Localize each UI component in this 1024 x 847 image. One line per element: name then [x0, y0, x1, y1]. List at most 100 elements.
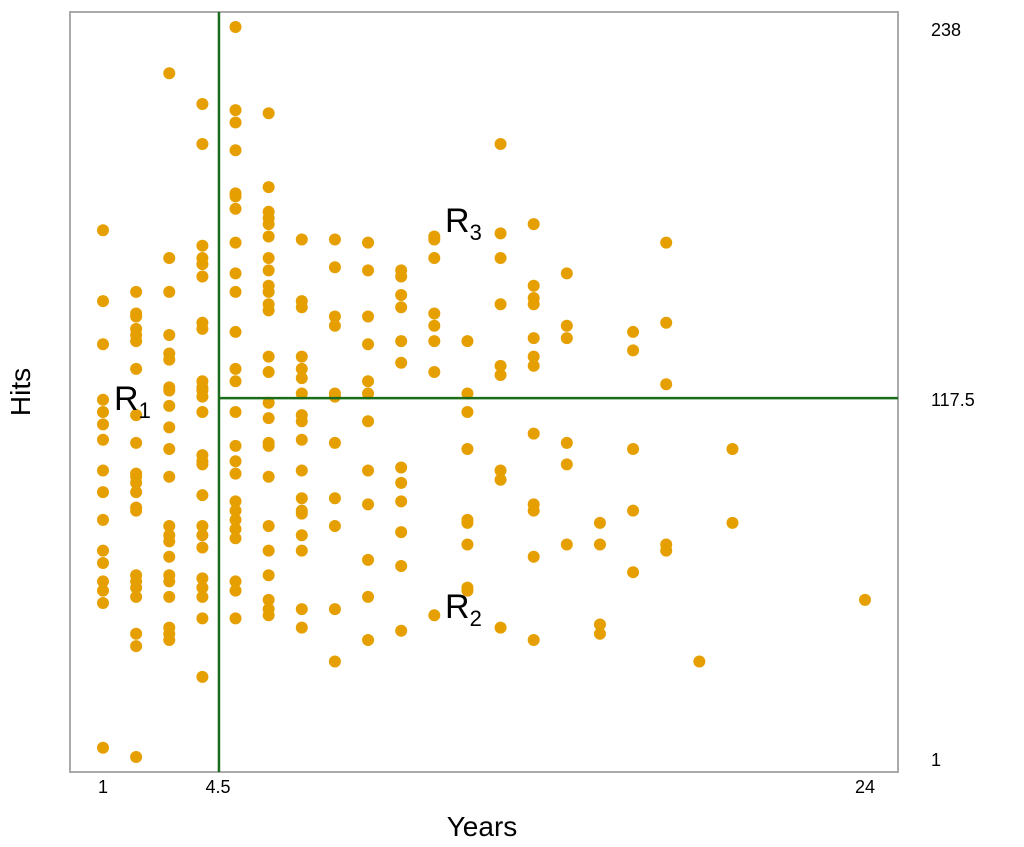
data-point: [130, 476, 143, 489]
data-point: [362, 264, 375, 277]
data-point: [262, 181, 275, 194]
data-point: [494, 298, 507, 311]
data-point: [560, 458, 573, 471]
data-point: [229, 532, 242, 545]
data-point: [196, 590, 209, 603]
data-point: [395, 301, 408, 314]
data-point: [262, 593, 275, 606]
data-point: [295, 387, 308, 400]
region-label-r1: R1: [114, 380, 151, 423]
data-point: [328, 233, 341, 246]
data-point: [163, 633, 176, 646]
data-point: [295, 433, 308, 446]
data-point: [130, 590, 143, 603]
data-point: [461, 387, 474, 400]
data-point: [295, 507, 308, 520]
data-point: [130, 436, 143, 449]
data-point: [130, 751, 143, 763]
data-point: [163, 252, 176, 265]
data-point: [262, 264, 275, 277]
data-point: [461, 584, 474, 597]
data-point: [97, 295, 109, 308]
region-label-r2: R2: [445, 588, 482, 631]
data-point: [163, 67, 176, 80]
data-point: [97, 486, 109, 499]
data-point: [328, 603, 341, 616]
data-point: [262, 304, 275, 317]
data-point: [627, 325, 640, 338]
x-tick-label: 24: [855, 777, 875, 797]
data-point: [461, 538, 474, 551]
data-point: [328, 319, 341, 332]
region-label-r3: R3: [445, 202, 482, 245]
data-point: [593, 538, 606, 551]
data-point: [97, 338, 109, 351]
data-point: [362, 498, 375, 511]
y-tick-label: 1: [931, 750, 941, 770]
data-point: [494, 359, 507, 372]
data-point: [130, 310, 143, 323]
data-point: [163, 421, 176, 434]
data-point: [229, 504, 242, 517]
data-point: [362, 338, 375, 351]
data-point: [295, 350, 308, 363]
data-point: [97, 464, 109, 477]
data-point: [560, 436, 573, 449]
data-point: [395, 560, 408, 573]
data-point: [593, 627, 606, 640]
data-point: [130, 285, 143, 298]
data-point: [229, 21, 242, 33]
data-point: [97, 584, 109, 597]
data-point: [97, 575, 109, 588]
data-point: [196, 406, 209, 419]
data-point: [196, 572, 209, 585]
data-point: [395, 495, 408, 508]
x-tick-label: 4.5: [205, 777, 230, 797]
data-point: [627, 504, 640, 517]
data-point: [163, 329, 176, 342]
data-point: [328, 492, 341, 505]
data-point: [593, 516, 606, 529]
data-point: [494, 473, 507, 486]
data-point: [527, 504, 540, 517]
data-point: [130, 335, 143, 348]
data-point: [362, 236, 375, 249]
data-point: [395, 270, 408, 283]
data-point: [229, 362, 242, 375]
data-point: [395, 624, 408, 637]
data-point: [262, 350, 275, 363]
data-point: [295, 233, 308, 246]
data-point: [163, 550, 176, 563]
data-point: [295, 544, 308, 557]
data-point: [362, 375, 375, 388]
data-point: [229, 523, 242, 536]
data-point: [229, 375, 242, 388]
data-point: [428, 609, 441, 622]
data-point: [262, 252, 275, 265]
data-point: [262, 218, 275, 231]
data-point: [328, 519, 341, 532]
data-point: [262, 470, 275, 483]
data-point: [295, 372, 308, 385]
data-point: [295, 621, 308, 634]
data-point: [395, 288, 408, 301]
data-point: [163, 519, 176, 532]
data-point: [130, 504, 143, 517]
data-point: [196, 541, 209, 554]
data-point: [395, 461, 408, 474]
data-point: [196, 581, 209, 594]
data-point: [527, 633, 540, 646]
data-point: [494, 369, 507, 382]
data-point: [461, 516, 474, 529]
data-point: [130, 409, 143, 422]
data-point: [196, 529, 209, 542]
data-point: [527, 359, 540, 372]
data-point: [97, 556, 109, 569]
data-point: [428, 319, 441, 332]
data-point: [560, 538, 573, 551]
data-point: [97, 513, 109, 526]
data-point: [229, 406, 242, 419]
data-point: [130, 486, 143, 499]
data-point: [494, 464, 507, 477]
